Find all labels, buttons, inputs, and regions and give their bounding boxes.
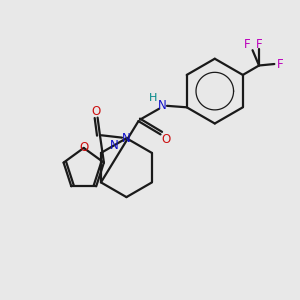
Text: O: O: [92, 105, 101, 118]
Text: F: F: [277, 58, 284, 70]
Text: N: N: [158, 99, 167, 112]
Text: O: O: [79, 141, 88, 154]
Text: N: N: [110, 139, 119, 152]
Text: F: F: [256, 38, 262, 50]
Text: O: O: [162, 133, 171, 146]
Text: H: H: [149, 93, 158, 103]
Text: F: F: [244, 38, 250, 51]
Text: N: N: [122, 132, 131, 145]
